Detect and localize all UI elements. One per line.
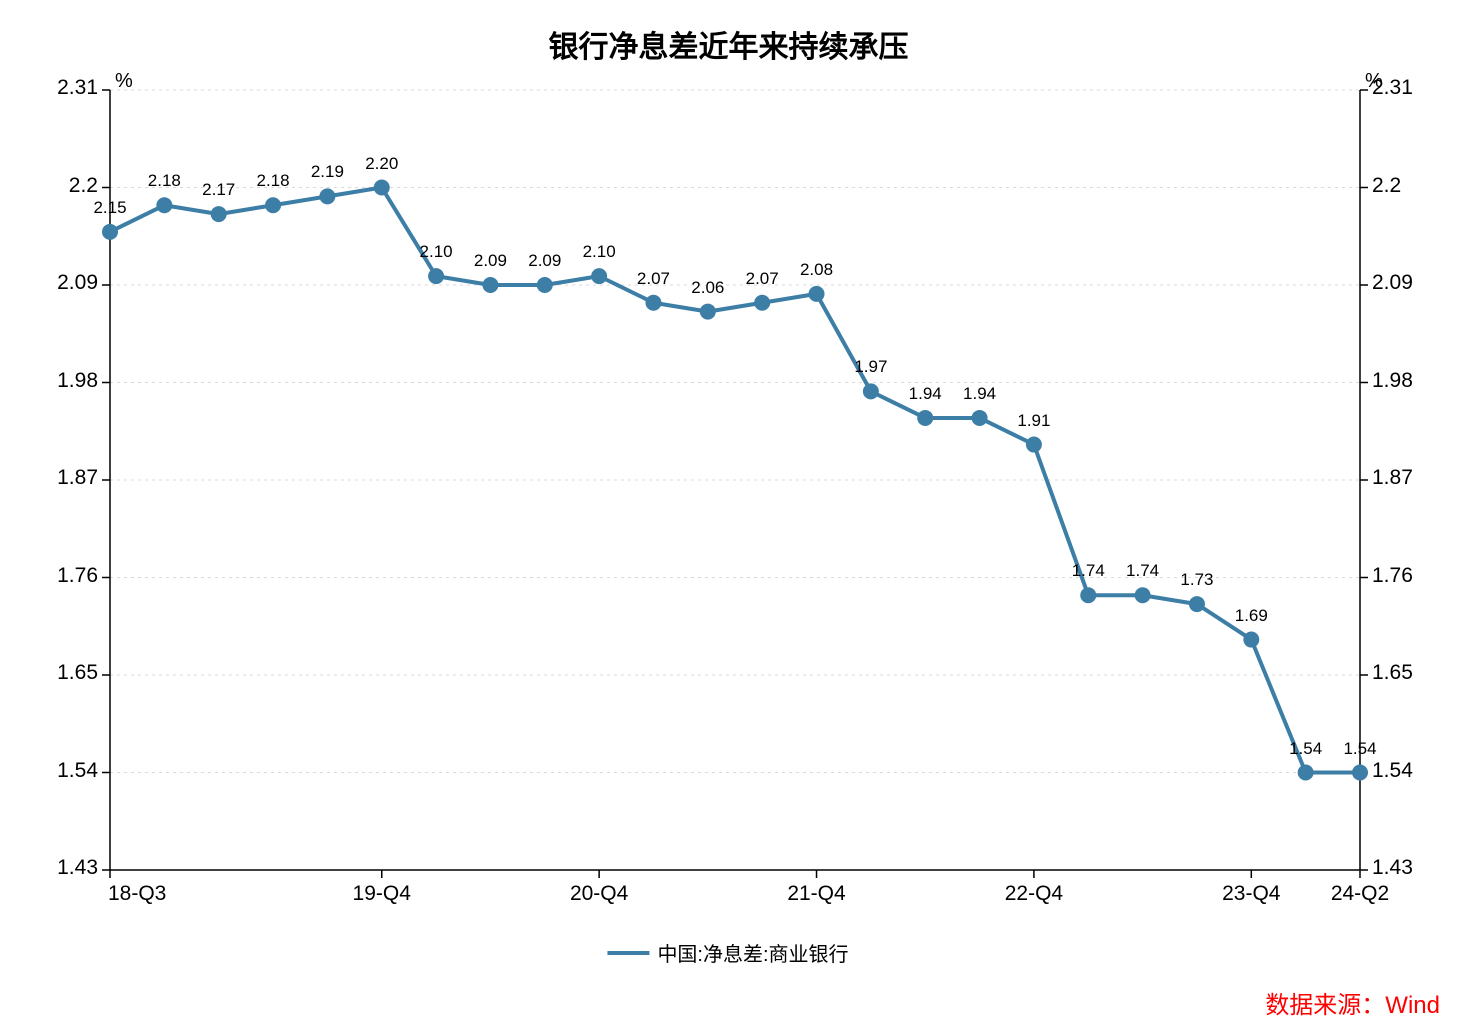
y-tick-label: 1.98 <box>57 369 98 393</box>
data-point-label: 2.08 <box>800 260 833 280</box>
data-point-label: 2.19 <box>311 162 344 182</box>
data-point-label: 2.07 <box>637 269 670 289</box>
y-tick-label: 1.76 <box>1372 564 1413 588</box>
x-tick-label: 19-Q4 <box>353 882 411 906</box>
y-tick-label: 2.31 <box>57 76 98 100</box>
x-tick-label: 18-Q3 <box>108 882 166 906</box>
data-point-label: 2.10 <box>583 242 616 262</box>
data-point-label: 2.17 <box>202 180 235 200</box>
data-point-label: 1.94 <box>963 384 996 404</box>
y-tick-label: 2.2 <box>69 174 98 198</box>
data-point-label: 2.07 <box>746 269 779 289</box>
y-tick-label: 1.54 <box>1372 759 1413 783</box>
data-point-label: 2.09 <box>528 251 561 271</box>
x-tick-label: 22-Q4 <box>1005 882 1063 906</box>
data-point-label: 2.06 <box>691 278 724 298</box>
data-point-label: 2.09 <box>474 251 507 271</box>
data-source-label: 数据来源：Wind <box>1265 985 1440 1020</box>
data-point-label: 2.18 <box>148 171 181 191</box>
data-point-label: 1.74 <box>1126 561 1159 581</box>
data-point-label: 1.97 <box>854 357 887 377</box>
plot-area <box>0 0 1457 1031</box>
y-tick-label: 1.98 <box>1372 369 1413 393</box>
data-point-label: 2.15 <box>93 198 126 218</box>
y-tick-label: 2.2 <box>1372 174 1401 198</box>
y-tick-label: 1.65 <box>57 661 98 685</box>
y-tick-label: 1.43 <box>57 856 98 880</box>
legend: 中国:净息差:商业银行 <box>607 938 848 967</box>
x-tick-label: 20-Q4 <box>570 882 628 906</box>
chart-container: 银行净息差近年来持续承压 % % 1.431.541.651.761.871.9… <box>0 0 1457 1031</box>
y-tick-label: 1.43 <box>1372 856 1413 880</box>
y-tick-label: 2.31 <box>1372 76 1413 100</box>
x-tick-label: 21-Q4 <box>787 882 845 906</box>
y-tick-label: 2.09 <box>1372 271 1413 295</box>
y-tick-label: 1.65 <box>1372 661 1413 685</box>
legend-line-icon <box>607 951 649 955</box>
data-point-label: 1.94 <box>909 384 942 404</box>
data-point-label: 2.20 <box>365 154 398 174</box>
y-tick-label: 1.54 <box>57 759 98 783</box>
y-tick-label: 1.87 <box>1372 466 1413 490</box>
x-tick-label: 24-Q2 <box>1331 882 1389 906</box>
data-point-label: 1.69 <box>1235 606 1268 626</box>
data-point-label: 2.18 <box>256 171 289 191</box>
y-tick-label: 1.76 <box>57 564 98 588</box>
legend-label: 中国:净息差:商业银行 <box>657 938 848 967</box>
x-tick-label: 23-Q4 <box>1222 882 1280 906</box>
data-point-label: 1.54 <box>1343 739 1376 759</box>
y-tick-label: 1.87 <box>57 466 98 490</box>
data-point-label: 2.10 <box>420 242 453 262</box>
data-point-label: 1.73 <box>1180 570 1213 590</box>
y-tick-label: 2.09 <box>57 271 98 295</box>
data-point-label: 1.91 <box>1017 411 1050 431</box>
data-point-label: 1.74 <box>1072 561 1105 581</box>
data-point-label: 1.54 <box>1289 739 1322 759</box>
